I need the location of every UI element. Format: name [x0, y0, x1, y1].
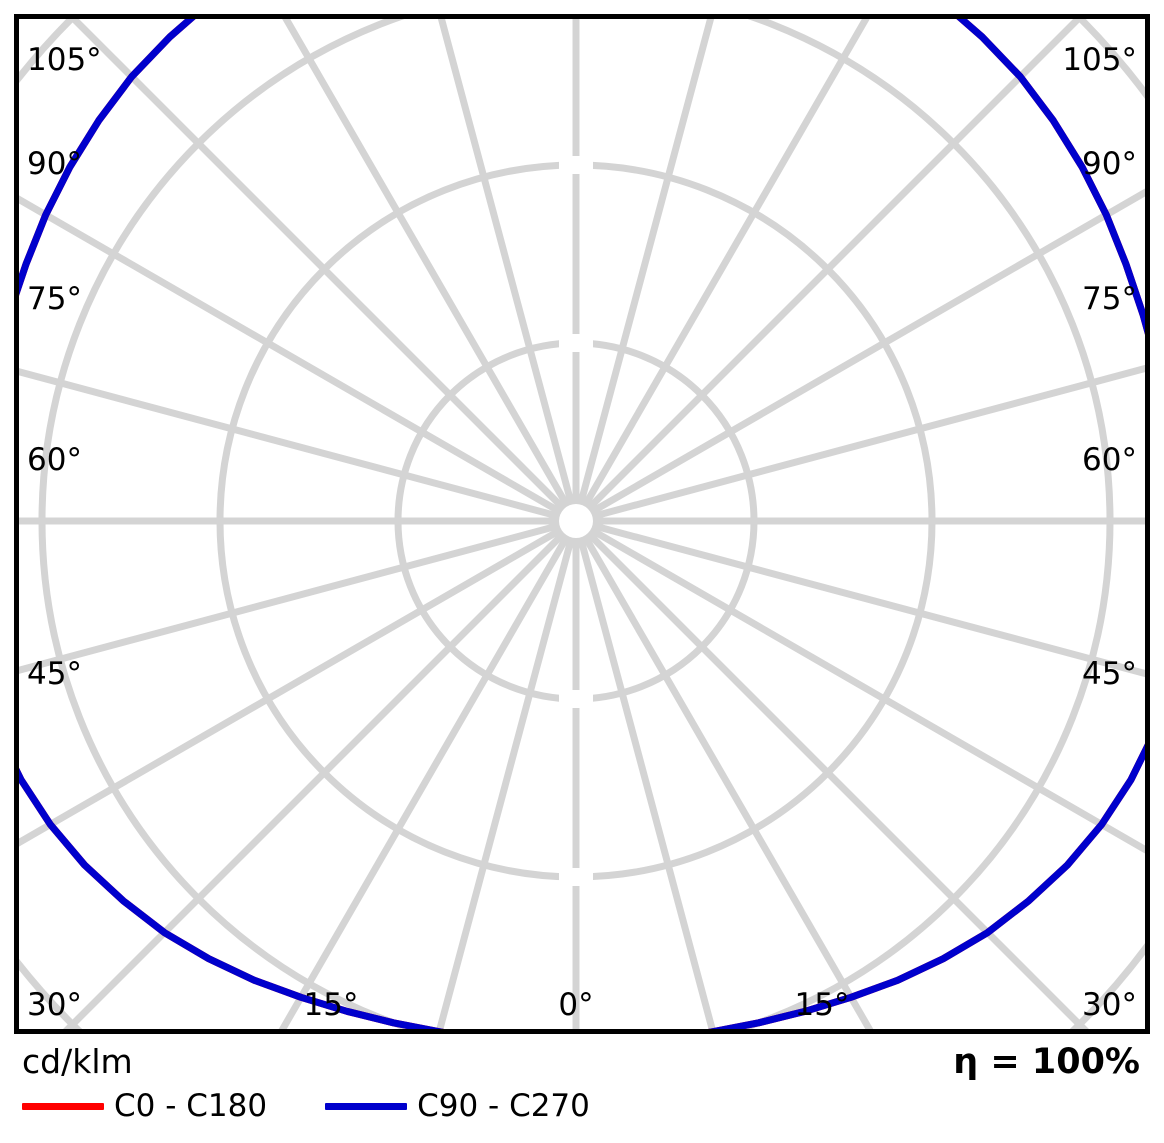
- grid-spoke-315: [63, 518, 579, 1029]
- grid-spoke-165: [572, 19, 715, 522]
- tick-left-45: 45°: [27, 656, 82, 692]
- grid-gap-below-1: [559, 690, 593, 708]
- legend-swatch-c90-c270: [325, 1103, 408, 1110]
- tick-left-75: 75°: [27, 281, 82, 317]
- tick-bottom-15-right: 15°: [794, 987, 850, 1023]
- tick-left-90: 90°: [27, 146, 82, 182]
- unit-label: cd/klm: [22, 1042, 133, 1081]
- legend-item-c0-c180[interactable]: C0 - C180: [22, 1090, 267, 1123]
- tick-left-30: 30°: [27, 987, 82, 1023]
- diagram-footer: cd/klm η = 100% C0 - C180 C90 - C270: [14, 1042, 1150, 1138]
- grid-spoke-60: [574, 517, 1145, 854]
- tick-right-60: 60°: [1082, 442, 1137, 478]
- polar-plot-frame: 105° 90° 75° 60° 45° 30° 105° 90° 75° 60…: [14, 14, 1150, 1034]
- grid-spoke-225: [69, 19, 579, 524]
- tick-bottom-15-left: 15°: [303, 987, 359, 1023]
- tick-left-60: 60°: [27, 442, 82, 478]
- polar-grid: [19, 19, 1145, 1029]
- grid-spoke-210: [282, 19, 580, 523]
- legend-item-c90-c270[interactable]: C90 - C270: [325, 1090, 590, 1123]
- legend: C0 - C180 C90 - C270: [22, 1090, 590, 1123]
- grid-spoke-105: [575, 364, 1145, 525]
- tick-bottom-0: 0°: [558, 987, 594, 1023]
- tick-right-30: 30°: [1082, 987, 1137, 1023]
- grid-spoke-120: [574, 188, 1145, 525]
- legend-label-c90-c270: C90 - C270: [417, 1088, 590, 1124]
- tick-right-105: 105°: [1062, 42, 1137, 78]
- grid-spoke-75: [575, 517, 1145, 678]
- grid-spoke-30: [572, 519, 874, 1029]
- tick-right-75: 75°: [1082, 281, 1137, 317]
- curve-c90-c270: [19, 19, 1145, 1029]
- grid-spoke-45: [573, 518, 1089, 1029]
- efficiency-label: η = 100%: [953, 1042, 1140, 1082]
- grid-spoke-300: [19, 517, 578, 847]
- tick-right-45: 45°: [1082, 656, 1137, 692]
- legend-swatch-c0-c180: [22, 1103, 104, 1110]
- legend-label-c0-c180: C0 - C180: [114, 1088, 268, 1124]
- grid-gap-below-2: [559, 868, 593, 886]
- grid-gap-above-2: [559, 156, 593, 174]
- grid-spoke-330: [278, 519, 580, 1029]
- grid-spoke-195: [437, 19, 580, 522]
- tick-left-105: 105°: [27, 42, 102, 78]
- grid-centre-gap: [559, 504, 593, 538]
- grid-spoke-150: [572, 19, 870, 523]
- grid-spoke-285: [19, 517, 577, 674]
- grid-spoke-240: [19, 195, 578, 525]
- grid-spoke-255: [19, 368, 577, 525]
- grid-gap-above-1: [559, 334, 593, 352]
- distribution-curves: [19, 19, 1145, 1029]
- polar-plot-canvas: [19, 19, 1145, 1029]
- tick-right-90: 90°: [1082, 146, 1137, 182]
- grid-spoke-15: [572, 520, 716, 1029]
- grid-spoke-345: [436, 520, 580, 1029]
- grid-spoke-135: [573, 19, 1083, 524]
